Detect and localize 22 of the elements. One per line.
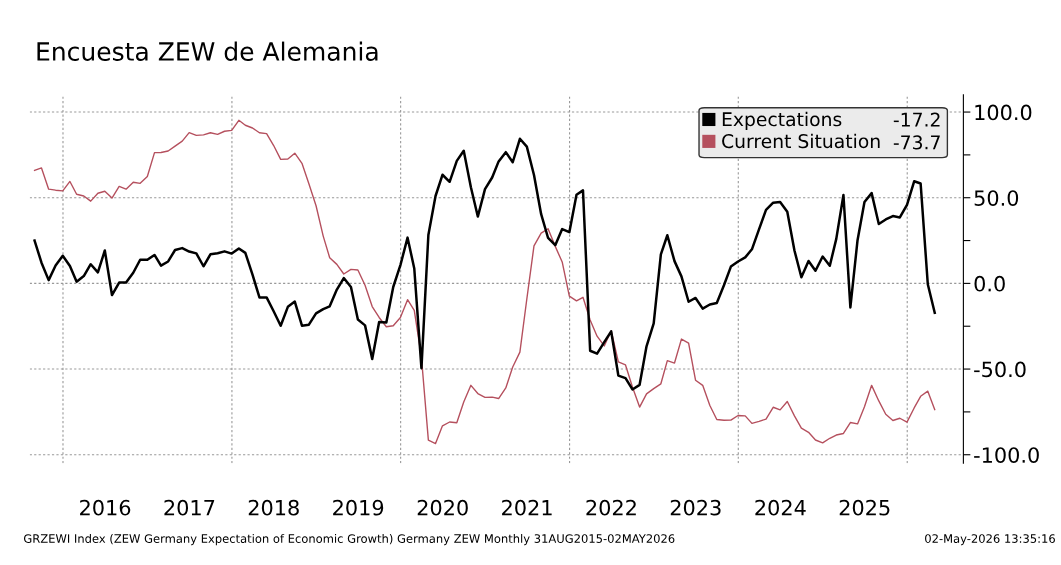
x-tick-label: 2018 [248, 499, 299, 516]
x-tick-label: 2016 [80, 499, 131, 516]
text: 02-May-2026 13:35:16 [925, 534, 1055, 546]
text: GRZEWI Index (ZEW Germany Expectation of Economic Growth) Germany ZEW Monthly 31AUG2015-02MAY2026 [23, 534, 675, 546]
y-tick-label: -50.0 [974, 361, 1026, 378]
x-tick-label: 2024 [755, 499, 806, 516]
y-tick-label: 100.0 [975, 104, 1032, 121]
x-tick-label: 2022 [586, 499, 636, 516]
y-tick-label: 50.0 [974, 190, 1019, 206]
x-tick-label: 2017 [164, 499, 215, 516]
x-tick-label: 2023 [670, 499, 721, 516]
legend-label: Current Situation [722, 133, 880, 149]
y-tick-label: -100.0 [974, 447, 1039, 463]
x-tick-label: 2025 [839, 499, 890, 516]
annotation: -17.2 [893, 112, 940, 127]
annotation: -73.7 [893, 135, 940, 150]
y-tick-label: 0.0 [974, 275, 1005, 292]
x-tick-label: 2020 [417, 499, 468, 516]
legend-label: Expectations [722, 111, 842, 130]
x-tick-label: 2019 [333, 499, 384, 516]
x-tick-label: 2021 [502, 499, 552, 516]
chart-title: Encuesta ZEW de Alemania [37, 41, 378, 61]
